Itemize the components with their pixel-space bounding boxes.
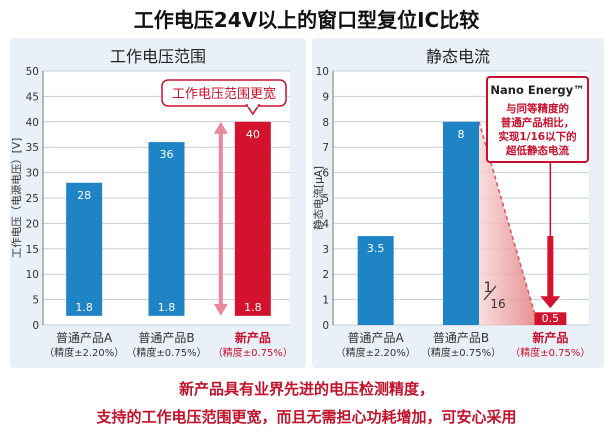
voltage-y-tick-label: 35	[26, 142, 39, 154]
current-category-note: （精度±2.20%）	[336, 346, 416, 359]
voltage-category-label: 普通产品B	[138, 331, 194, 345]
voltage-category-note: （精度±2.20%）	[44, 346, 124, 359]
current-y-tick-label: 9	[322, 91, 329, 103]
current-callout-box	[486, 76, 589, 163]
voltage-range-arrow-head-top	[213, 121, 228, 134]
voltage-bar-min-label: 1.8	[75, 301, 93, 314]
current-reduction-wedge	[479, 121, 535, 325]
current-bar-value-label: 8	[458, 128, 465, 141]
voltage-bar-max-label: 40	[246, 128, 260, 141]
voltage-bar-min-label: 1.8	[244, 301, 262, 314]
voltage-y-tick-label: 30	[26, 168, 39, 180]
voltage-bar-max-label: 36	[160, 148, 174, 161]
voltage-category-note: （精度±0.75%）	[213, 346, 293, 359]
current-y-tick-label: 6	[322, 168, 329, 180]
current-panel-title: 静态电流	[426, 47, 490, 66]
voltage-category-label: 普通产品A	[56, 331, 113, 345]
voltage-y-axis-label: 工作电压（电源电压）[V]	[10, 138, 23, 258]
footnote-line-1: 新产品具有业界先进的电压检测精度，	[178, 380, 434, 398]
current-y-tick-label: 0	[322, 320, 329, 332]
current-ratio-slash	[483, 285, 497, 301]
voltage-callout-pointer-mask	[247, 104, 258, 107]
voltage-y-tick-label: 50	[26, 66, 39, 78]
voltage-y-tick-label: 20	[26, 218, 39, 230]
current-bar	[443, 121, 479, 325]
current-y-tick-label: 3	[322, 244, 329, 256]
voltage-bar-max-label: 28	[77, 189, 91, 202]
current-bar	[357, 236, 394, 325]
current-callout-line: 超低静态电流	[505, 144, 569, 157]
voltage-y-tick-label: 10	[26, 269, 39, 281]
voltage-panel-title: 工作电压范围	[110, 47, 206, 66]
current-y-tick-label: 8	[322, 117, 329, 129]
current-category-label: 普通产品B	[433, 331, 489, 345]
current-category-label: 新产品	[532, 330, 568, 345]
voltage-callout-box	[161, 79, 287, 107]
current-y-tick-label: 7	[322, 142, 329, 154]
current-y-tick-label: 5	[322, 193, 329, 205]
voltage-bar	[148, 142, 185, 316]
current-y-tick-label: 4	[322, 218, 329, 230]
voltage-y-tick-label: 5	[32, 295, 39, 307]
current-callout-brand: Nano Energy™	[490, 83, 584, 97]
current-ratio-numerator: 1	[484, 280, 493, 296]
current-y-axis-label: 静态电流[μA]	[312, 166, 325, 230]
current-category-note: （精度±0.75%）	[421, 346, 501, 359]
voltage-bar	[234, 121, 271, 316]
voltage-y-tick-label: 0	[32, 320, 39, 332]
current-reduction-line	[478, 121, 536, 313]
current-y-tick-label: 10	[316, 66, 329, 78]
voltage-category-note: （精度±0.75%）	[126, 346, 206, 359]
current-callout-arrow-shaft	[547, 236, 554, 299]
current-ratio-denominator: 16	[490, 297, 505, 311]
current-callout-arrow-head	[540, 296, 561, 309]
voltage-y-tick-label: 40	[26, 117, 39, 129]
footnote-line-2: 支持的工作电压范围更宽，而且无需担心功耗增加，可安心采用	[96, 408, 517, 426]
current-category-label: 普通产品A	[348, 331, 405, 345]
voltage-callout-text: 工作电压范围更宽	[172, 86, 276, 102]
current-bar	[534, 312, 567, 325]
current-y-tick-label: 1	[322, 295, 329, 307]
current-y-tick-label: 2	[322, 269, 329, 281]
current-bar-value-label: 3.5	[367, 242, 385, 255]
voltage-range-arrow-head-bottom	[213, 303, 228, 316]
voltage-bar-min-label: 1.8	[158, 301, 176, 314]
current-callout-line: 实现1/16以下的	[498, 130, 576, 143]
voltage-y-tick-label: 25	[26, 193, 39, 205]
current-category-note: （精度±0.75%）	[510, 346, 590, 359]
voltage-bar	[66, 182, 103, 316]
voltage-y-tick-label: 45	[26, 91, 39, 103]
voltage-category-label: 新产品	[235, 330, 271, 345]
current-bar-value-label: 0.5	[542, 312, 560, 325]
current-callout-line: 普通产品相比，	[501, 116, 575, 129]
voltage-y-tick-label: 15	[26, 244, 39, 256]
current-callout-line: 与同等精度的	[506, 102, 569, 115]
main-title: 工作电压24V以上的窗口型复位IC比较	[133, 8, 480, 32]
